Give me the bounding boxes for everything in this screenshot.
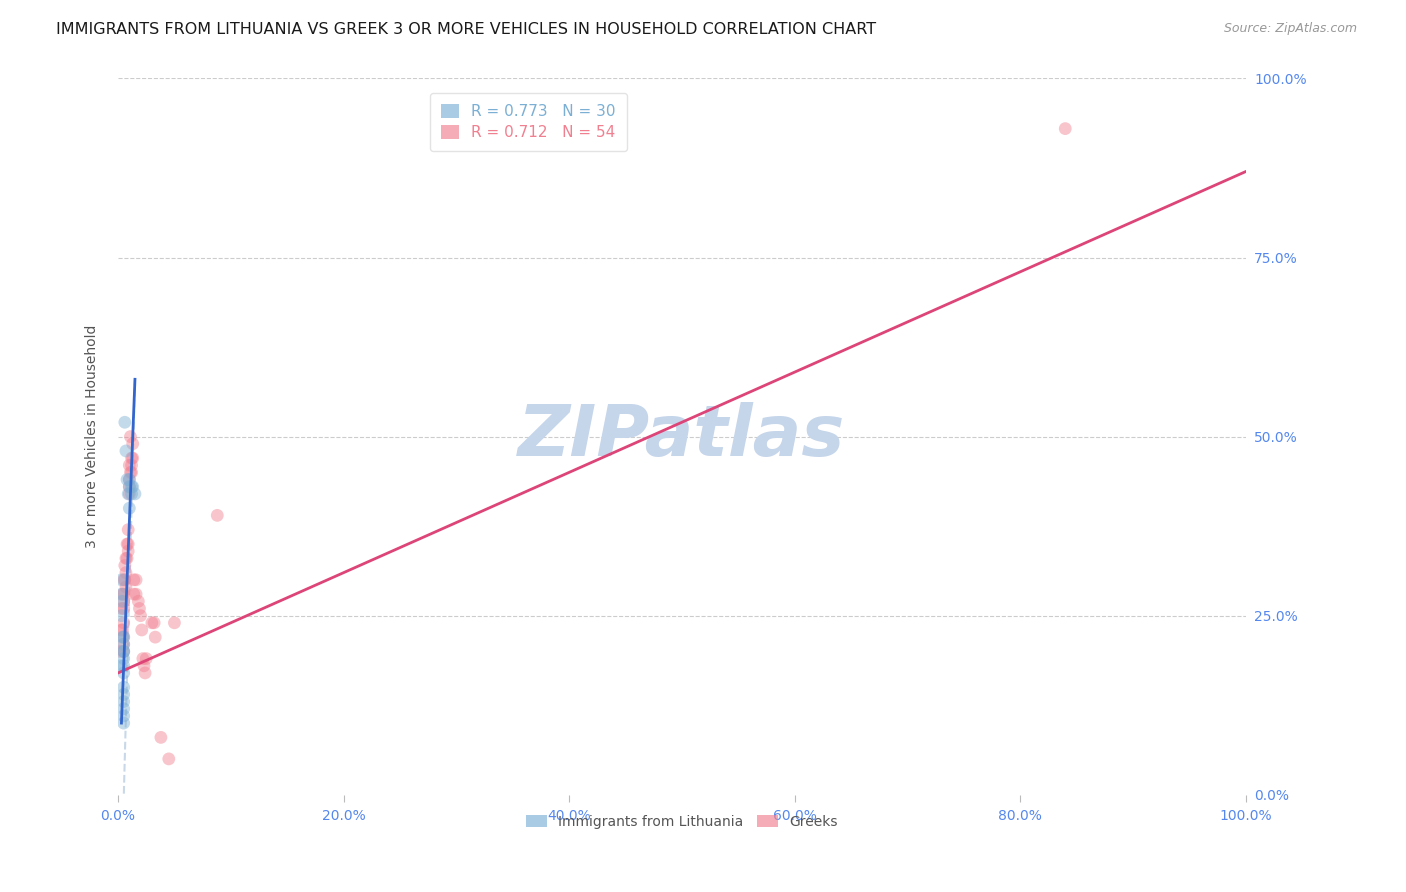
Point [121,451,143,466]
Point [110,608,132,623]
Point [125,587,148,601]
Point [121,458,143,473]
Point [112,695,135,709]
Point [121,480,143,494]
Point [110,623,132,637]
Point [143,615,166,630]
Point [112,594,135,608]
Point [143,630,166,644]
Point [120,466,142,480]
Point [149,731,172,745]
Point [115,551,138,566]
Point [112,702,135,716]
Point [122,587,145,601]
Point [157,752,180,766]
Point [118,458,141,473]
Point [112,630,135,644]
Point [115,566,138,580]
Point [118,480,141,494]
Point [118,473,141,487]
Point [112,573,135,587]
Point [132,651,155,665]
Point [132,658,155,673]
Point [118,487,141,501]
Point [117,544,139,558]
Point [121,487,143,501]
Point [112,709,135,723]
Point [111,623,134,637]
Point [112,658,135,673]
Point [124,487,146,501]
Point [118,501,141,516]
Legend: Immigrants from Lithuania, Greeks: Immigrants from Lithuania, Greeks [520,809,844,834]
Point [1054,121,1077,136]
Point [112,644,135,658]
Point [134,665,156,680]
Point [118,473,141,487]
Y-axis label: 3 or more Vehicles in Household: 3 or more Vehicles in Household [86,325,100,549]
Point [110,573,132,587]
Point [115,580,138,594]
Point [122,573,145,587]
Point [115,444,138,458]
Point [110,601,132,615]
Point [135,651,157,665]
Point [110,587,132,601]
Text: Source: ZipAtlas.com: Source: ZipAtlas.com [1223,22,1357,36]
Point [112,601,135,615]
Point [117,523,139,537]
Point [112,716,135,731]
Point [112,630,135,644]
Point [115,473,138,487]
Point [141,615,163,630]
Point [115,537,138,551]
Point [127,594,149,608]
Point [128,601,150,615]
Point [115,551,138,566]
Point [112,644,135,658]
Point [112,615,135,630]
Point [121,451,143,466]
Text: IMMIGRANTS FROM LITHUANIA VS GREEK 3 OR MORE VEHICLES IN HOUSEHOLD CORRELATION C: IMMIGRANTS FROM LITHUANIA VS GREEK 3 OR … [56,22,876,37]
Text: ZIPatlas: ZIPatlas [519,402,845,471]
Point [110,644,132,658]
Point [131,623,153,637]
Point [207,508,229,523]
Point [110,658,132,673]
Point [114,558,136,573]
Point [112,665,135,680]
Point [117,487,139,501]
Point [121,466,143,480]
Point [112,637,135,651]
Point [163,615,186,630]
Point [114,415,136,429]
Point [112,680,135,694]
Point [112,637,135,651]
Point [125,573,148,587]
Point [117,537,139,551]
Point [112,644,135,658]
Point [112,587,135,601]
Point [112,651,135,665]
Point [114,573,136,587]
Point [118,480,141,494]
Point [121,480,143,494]
Point [120,429,142,443]
Point [121,436,143,450]
Point [111,630,134,644]
Point [111,587,134,601]
Point [110,594,132,608]
Point [112,688,135,702]
Point [129,608,152,623]
